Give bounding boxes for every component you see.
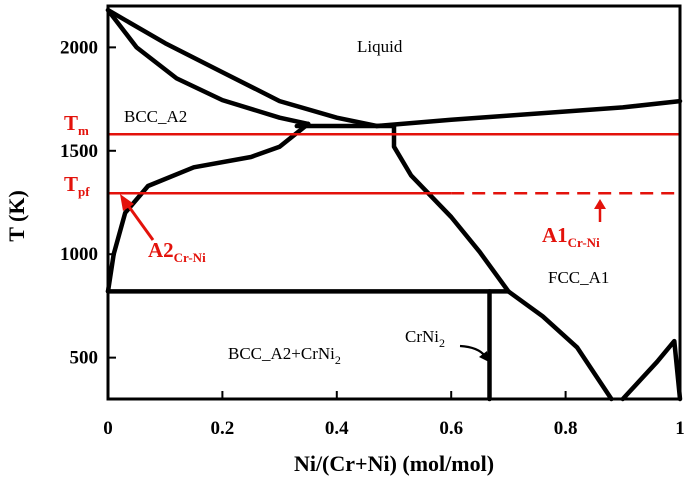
x-tick-label: 0.2	[211, 418, 235, 439]
y-axis-title: T (K)	[4, 190, 29, 242]
a1-label: A1Cr-Ni	[542, 223, 600, 250]
a2-label-main: A2	[148, 238, 174, 262]
region-label-crni2: CrNi2	[405, 327, 445, 350]
region-label-fcc: FCC_A1	[548, 268, 609, 287]
region-label-crni2-main: CrNi	[405, 327, 439, 346]
x-tick-label: 1	[675, 418, 685, 439]
boundary-fcc-liquidus	[374, 98, 683, 129]
y-tick-label: 1500	[60, 141, 98, 162]
boundary-fcc-lower-left	[506, 289, 614, 402]
tpf-label: Tpf	[64, 172, 90, 199]
x-axis-title: Ni/(Cr+Ni) (mol/mol)	[294, 451, 494, 476]
y-tick-label: 1000	[60, 244, 98, 265]
y-tick-label: 500	[70, 348, 99, 369]
a1-arrowhead-icon	[594, 199, 606, 209]
tpf-label-main: T	[64, 172, 78, 196]
x-tick-label: 0.8	[554, 418, 578, 439]
reference-lines	[108, 132, 680, 195]
a1-label-sub: Cr-Ni	[568, 235, 600, 250]
tm-label-main: T	[64, 111, 78, 135]
boundary-bcc-solvus	[105, 121, 311, 294]
x-tick-label: 0.6	[439, 418, 463, 439]
region-label-liquid: Liquid	[357, 37, 403, 56]
a2-label-sub: Cr-Ni	[174, 250, 206, 265]
plot-frame	[106, 4, 682, 401]
boundary-bcc-solidus	[105, 7, 311, 127]
a1-label-main: A1	[542, 223, 568, 247]
crni2-arrowhead-icon	[479, 351, 489, 362]
region-label-bcc-crni2: BCC_A2+CrNi2	[228, 344, 341, 367]
boundary-fcc-lower-right	[620, 338, 683, 402]
a2-label: A2Cr-Ni	[148, 238, 206, 265]
x-tick-label: 0	[103, 418, 113, 439]
x-tick-label: 0.4	[325, 418, 349, 439]
a2-arrow	[125, 203, 155, 241]
crni2-arrow	[459, 344, 486, 357]
region-label-crni2-sub: 2	[439, 336, 445, 350]
region-label-bcc-crni2-main: BCC_A2+CrNi	[228, 344, 335, 363]
phase-boundaries	[105, 7, 683, 402]
region-label-bcc-crni2-sub: 2	[335, 353, 341, 367]
y-tick-label: 2000	[60, 37, 98, 58]
region-label-bcc: BCC_A2	[124, 107, 187, 126]
boundary-fcc-solvus	[391, 123, 511, 294]
tm-label: Tm	[64, 111, 89, 138]
tpf-label-sub: pf	[78, 184, 90, 199]
tm-label-sub: m	[78, 123, 89, 138]
a2-arrowhead-icon	[120, 194, 134, 211]
boundary-bcc-liquidus	[105, 7, 380, 129]
